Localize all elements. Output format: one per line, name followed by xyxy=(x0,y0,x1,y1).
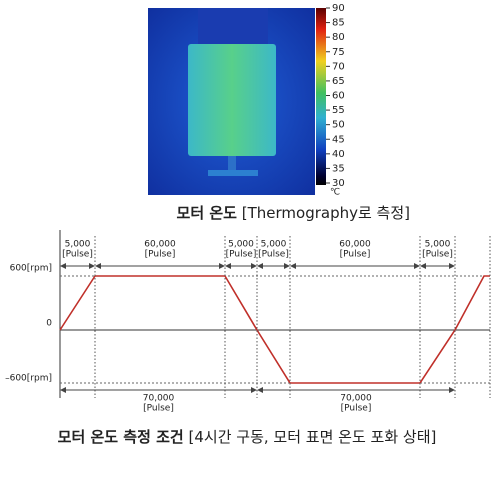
figure: 모터 온도 [Thermography로 측정] 모터 온도 측정 조건 [4시… xyxy=(0,0,494,473)
caption-rest: [4시간 구동, 모터 표면 온도 포화 상태] xyxy=(189,428,437,446)
scale-label: 75 xyxy=(332,47,345,58)
span-unit: [Pulse] xyxy=(340,250,371,260)
span-count: 60,000 xyxy=(144,240,176,250)
scale-label: 85 xyxy=(332,18,345,29)
caption: 모터 온도 [Thermography로 측정] xyxy=(177,204,410,222)
span-unit: [Pulse] xyxy=(145,250,176,260)
span-count: 70,000 xyxy=(340,394,372,404)
span-unit: [Pulse] xyxy=(258,250,289,260)
scale-label: 90 xyxy=(332,3,345,14)
scale-label: 80 xyxy=(332,32,345,43)
span-count: 5,000 xyxy=(65,240,91,250)
thermal-image xyxy=(148,8,326,195)
span-unit: [Pulse] xyxy=(226,250,257,260)
caption: 모터 온도 측정 조건 [4시간 구동, 모터 표면 온도 포화 상태] xyxy=(58,428,437,446)
colorbar xyxy=(316,8,326,185)
span-unit: [Pulse] xyxy=(62,250,93,260)
scale-label: 45 xyxy=(332,134,345,145)
y-label: 600[rpm] xyxy=(10,264,52,274)
scale-label: 40 xyxy=(332,149,345,160)
scale-label: 50 xyxy=(332,120,345,131)
span-count: 5,000 xyxy=(425,240,451,250)
span-unit: [Pulse] xyxy=(341,404,372,414)
scale-label: 60 xyxy=(332,91,345,102)
span-unit: [Pulse] xyxy=(143,404,174,414)
span-count: 5,000 xyxy=(261,240,287,250)
scale-label: 55 xyxy=(332,105,345,116)
caption-bold: 모터 온도 xyxy=(177,204,238,222)
scale-unit: ℃ xyxy=(330,188,340,198)
span-count: 70,000 xyxy=(143,394,175,404)
span-count: 60,000 xyxy=(339,240,371,250)
caption-bold: 모터 온도 측정 조건 xyxy=(58,428,184,446)
scale-label: 35 xyxy=(332,163,345,174)
y-label: –600[rpm] xyxy=(5,374,52,384)
scale-label: 70 xyxy=(332,61,345,72)
y-label: 0 xyxy=(46,319,52,329)
span-unit: [Pulse] xyxy=(422,250,453,260)
span-count: 5,000 xyxy=(228,240,254,250)
caption-rest: [Thermography로 측정] xyxy=(242,204,410,222)
scale-label: 65 xyxy=(332,76,345,87)
